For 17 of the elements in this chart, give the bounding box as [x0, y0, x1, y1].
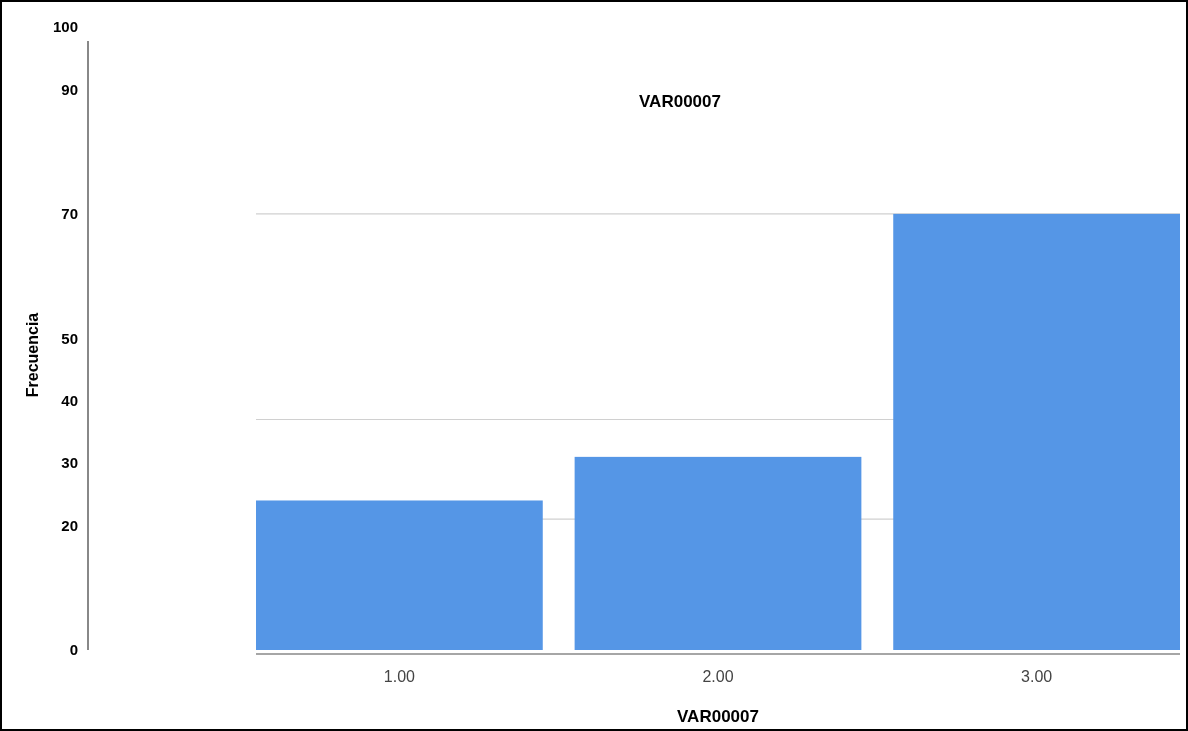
y-tick-label: 50 [61, 329, 78, 347]
x-tick-label: 2.00 [702, 668, 734, 685]
y-tick-label: 40 [61, 392, 78, 410]
text: VAR00007 [639, 92, 721, 111]
x-axis-title: VAR00007 [677, 707, 759, 726]
y-tick-label: 30 [61, 454, 78, 472]
bar [574, 456, 862, 650]
y-tick-label: 0 [69, 641, 78, 659]
y-axis-title: Frecuencia [24, 312, 41, 398]
x-tick-label: 3.00 [1021, 668, 1053, 685]
y-tick-label: 100 [52, 18, 78, 36]
bar [893, 213, 1180, 650]
x-tick-label: 1.00 [383, 668, 416, 685]
y-tick-label: 20 [61, 516, 78, 534]
y-tick-label: 70 [61, 205, 78, 223]
y-tick-label: 90 [61, 80, 78, 98]
bar [256, 500, 543, 650]
